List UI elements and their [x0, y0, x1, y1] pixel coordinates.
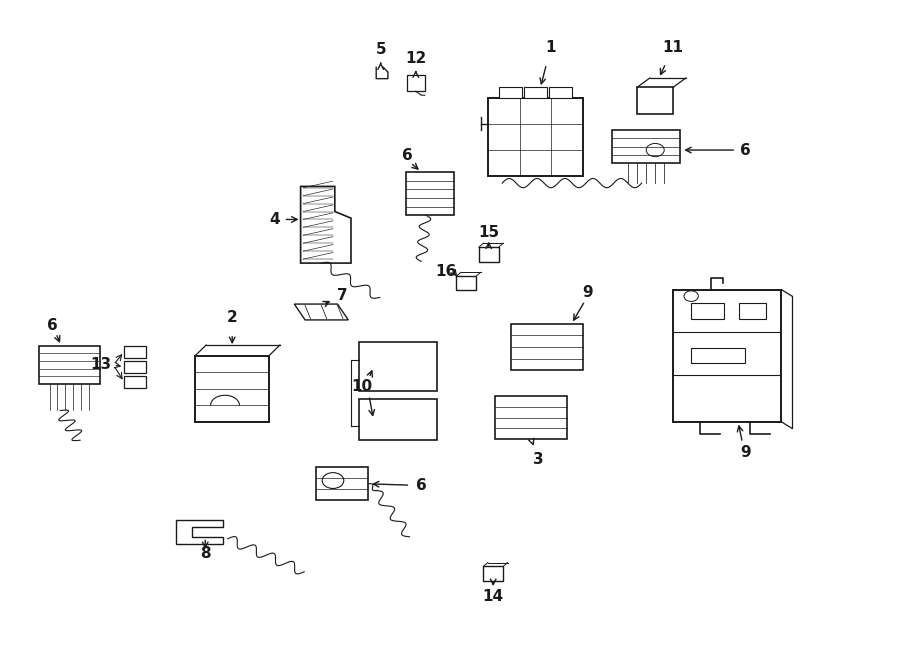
Bar — [483, 566, 503, 581]
Text: 13: 13 — [90, 358, 112, 372]
Text: 4: 4 — [269, 212, 280, 227]
Bar — [691, 348, 745, 363]
Text: 5: 5 — [375, 42, 386, 57]
Text: 2: 2 — [227, 310, 238, 325]
Bar — [39, 346, 100, 384]
Bar — [479, 247, 499, 262]
Bar — [358, 399, 437, 440]
Bar — [499, 87, 522, 98]
Bar — [316, 467, 368, 500]
Bar — [124, 376, 146, 388]
Bar — [406, 172, 454, 215]
Bar — [488, 98, 583, 176]
Bar — [195, 356, 269, 422]
Bar — [358, 342, 437, 391]
Bar — [524, 87, 547, 98]
Bar — [124, 361, 146, 373]
Text: 15: 15 — [478, 225, 500, 240]
Text: 11: 11 — [662, 40, 684, 55]
Text: 1: 1 — [545, 40, 556, 55]
Text: 3: 3 — [533, 452, 544, 467]
Bar — [613, 130, 680, 163]
Text: 6: 6 — [47, 318, 58, 332]
Text: 6: 6 — [416, 479, 427, 493]
Bar — [407, 75, 425, 91]
Text: 9: 9 — [740, 446, 751, 460]
Bar — [124, 346, 146, 358]
Text: 14: 14 — [482, 589, 504, 603]
Bar — [739, 303, 766, 319]
Bar — [511, 324, 583, 370]
Bar — [691, 303, 724, 319]
Bar — [549, 87, 572, 98]
Text: 9: 9 — [582, 285, 593, 299]
Text: 6: 6 — [402, 148, 413, 163]
Bar — [456, 276, 476, 290]
Bar — [637, 87, 673, 114]
Text: 16: 16 — [435, 264, 456, 278]
Bar — [673, 290, 781, 422]
Text: 10: 10 — [351, 379, 373, 394]
Bar — [495, 396, 567, 439]
Text: 7: 7 — [337, 288, 347, 303]
Text: 12: 12 — [405, 51, 427, 65]
Text: 8: 8 — [200, 547, 211, 561]
Polygon shape — [301, 186, 351, 263]
Polygon shape — [294, 304, 348, 320]
Text: 6: 6 — [740, 143, 751, 157]
